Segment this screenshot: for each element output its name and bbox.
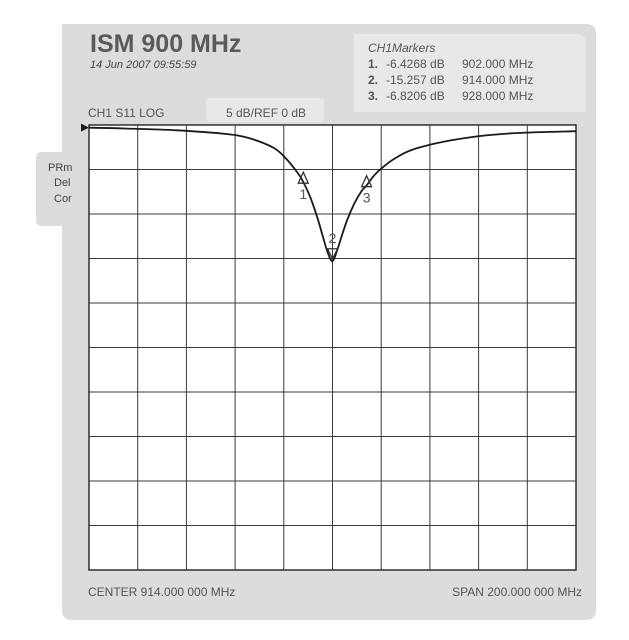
marker-row-number: 3. (368, 89, 378, 103)
display-title: ISM 900 MHz (90, 30, 241, 58)
marker-row-1: 1. -6.4268 dB 902.000 MHz (368, 57, 533, 71)
marker-row-3: 3. -6.8206 dB 928.000 MHz (368, 89, 533, 103)
marker-row-level: -6.8206 dB (386, 89, 445, 103)
channel-label: CH1 S11 LOG (88, 106, 164, 120)
marker-row-frequency: 902.000 MHz (462, 57, 533, 71)
marker-row-2: 2. -15.257 dB 914.000 MHz (368, 73, 533, 87)
side-label-prm: PRm (48, 162, 72, 174)
timestamp: 14 Jun 2007 09:55:59 (90, 59, 196, 71)
marker-tab (354, 34, 586, 112)
marker-label: 3 (363, 190, 371, 206)
marker-row-level: -15.257 dB (386, 73, 445, 87)
side-label-cor: Cor (54, 193, 72, 205)
scale-label: 5 dB/REF 0 dB (226, 106, 306, 120)
span-label: SPAN 200.000 000 MHz (452, 585, 582, 599)
marker-row-frequency: 914.000 MHz (462, 73, 533, 87)
markers-title: CH1Markers (368, 41, 435, 55)
marker-readout: CH1Markers 1. -6.4268 dB 902.000 MHz 2. … (368, 41, 533, 103)
scale-tab (206, 98, 324, 122)
center-frequency-label: CENTER 914.000 000 MHz (88, 585, 235, 599)
reference-level-arrow (81, 123, 89, 132)
marker-triangle (297, 170, 310, 184)
side-label-del: Del (54, 177, 71, 189)
s11-trace-line (88, 126, 577, 263)
marker-row-number: 1. (368, 57, 378, 71)
trace-markers: 1 2 3 (297, 170, 373, 261)
marker-row-level: -6.4268 dB (386, 57, 445, 71)
marker-label: 2 (329, 230, 337, 246)
marker-label: 1 (299, 186, 307, 202)
marker-triangle (360, 174, 373, 188)
marker-row-number: 2. (368, 73, 378, 87)
marker-row-frequency: 928.000 MHz (462, 89, 533, 103)
marker-triangle (326, 248, 339, 261)
